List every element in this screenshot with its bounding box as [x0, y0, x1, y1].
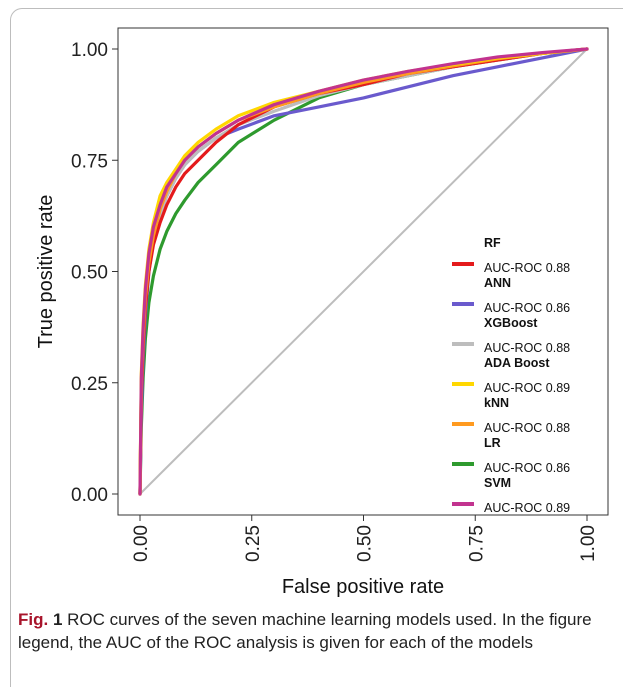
x-tick-label: 0.50: [355, 525, 376, 562]
x-tick-label: 0.25: [243, 525, 264, 562]
chance-diagonal-line: [139, 48, 588, 495]
y-tick-label: 0.75: [71, 151, 108, 172]
y-axis-ticks: 0.00 0.25 0.50 0.75 1.00: [71, 40, 118, 506]
x-tick-label: 1.00: [578, 525, 599, 562]
y-tick-label: 0.25: [71, 374, 108, 395]
series-line-svm: [138, 47, 589, 496]
x-axis-title: False positive rate: [282, 576, 444, 598]
y-tick-label: 0.00: [71, 485, 108, 506]
figure-caption: Fig. 1 ROC curves of the seven machine l…: [18, 608, 614, 654]
y-tick-label: 0.50: [71, 263, 108, 284]
series-layer: [138, 47, 589, 496]
legend-auc: AUC-ROC 0.88: [484, 421, 570, 435]
y-axis-title: True positive rate: [35, 195, 57, 349]
caption-number: 1: [52, 610, 63, 629]
caption-text: ROC curves of the seven machine learning…: [18, 610, 592, 652]
roc-chart: 0.00 0.25 0.50 0.75 1.00 0.00 0.25 0.50 0.75 1.0…: [35, 27, 609, 598]
legend-label: kNN: [484, 396, 509, 410]
legend-auc: AUC-ROC 0.86: [484, 301, 570, 315]
caption-label: Fig.: [18, 610, 49, 629]
figure-frame: [10, 8, 623, 687]
x-axis-ticks: 0.00 0.25 0.50 0.75 1.00: [131, 515, 599, 562]
legend-auc: AUC-ROC 0.89: [484, 501, 570, 515]
legend-label: LR: [484, 436, 501, 450]
legend-auc: AUC-ROC 0.86: [484, 461, 570, 475]
legend-label: ADA Boost: [484, 356, 550, 370]
legend-auc: AUC-ROC 0.88: [484, 261, 570, 275]
legend-label: SVM: [484, 476, 511, 490]
y-tick-label: 1.00: [71, 40, 108, 61]
x-tick-label: 0.00: [131, 525, 152, 562]
legend-label: XGBoost: [484, 316, 538, 330]
legend-auc: AUC-ROC 0.89: [484, 381, 570, 395]
x-tick-label: 0.75: [466, 525, 487, 562]
legend-auc: AUC-ROC 0.88: [484, 341, 570, 355]
legend-label: ANN: [484, 276, 511, 290]
legend-label: RF: [484, 236, 501, 250]
